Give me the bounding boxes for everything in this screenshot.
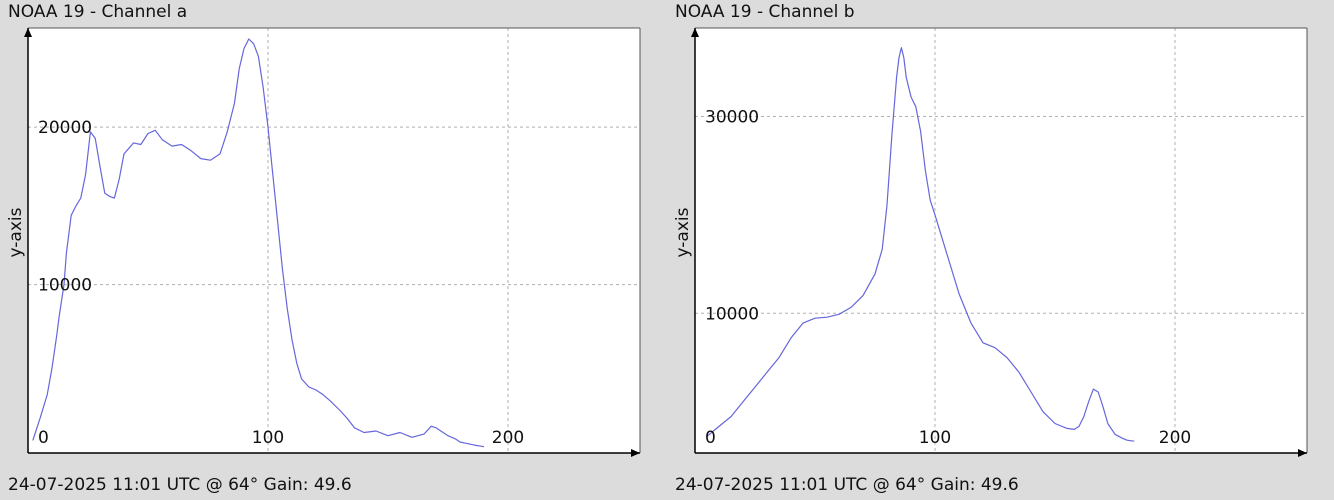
y-axis-arrow-icon <box>691 28 699 37</box>
y-axis-title: y-axis <box>6 207 26 257</box>
series-line <box>32 38 485 448</box>
line-chart-channel-a: 0 100 200 10000 20000 y-axis <box>6 27 641 457</box>
x-axis-arrow-icon <box>631 449 640 457</box>
capture-info: 24-07-2025 11:01 UTC @ 64° Gain: 49.6 <box>8 475 352 495</box>
x-tick-label: 0 <box>705 428 716 448</box>
line-chart-channel-b: 0 100 200 10000 30000 y-axis <box>673 27 1308 457</box>
y-tick-label: 10000 <box>38 276 92 296</box>
y-axis-arrow-icon <box>24 28 32 37</box>
plot-area <box>28 28 640 453</box>
y-tick-label: 10000 <box>705 304 759 324</box>
x-axis-arrow-icon <box>1298 449 1307 457</box>
x-tick-label: 200 <box>492 428 524 448</box>
y-axis-title: y-axis <box>673 207 693 257</box>
y-tick-label: 30000 <box>705 108 759 128</box>
x-tick-label: 0 <box>38 428 49 448</box>
y-tick-label: 20000 <box>38 118 92 138</box>
series-line <box>706 47 1135 442</box>
chart-title: NOAA 19 - Channel b <box>675 2 855 22</box>
chart-panel-channel-a: NOAA 19 - Channel a 0 100 200 10000 20000 y-a… <box>6 2 641 495</box>
x-tick-label: 100 <box>919 428 951 448</box>
x-tick-label: 200 <box>1159 428 1191 448</box>
chart-title: NOAA 19 - Channel a <box>8 2 188 22</box>
plot-area <box>695 28 1307 453</box>
capture-info: 24-07-2025 11:01 UTC @ 64° Gain: 49.6 <box>675 475 1019 495</box>
chart-panel-channel-b: NOAA 19 - Channel b 0 100 200 10000 30000 y-a… <box>667 0 1334 500</box>
x-tick-label: 100 <box>252 428 284 448</box>
